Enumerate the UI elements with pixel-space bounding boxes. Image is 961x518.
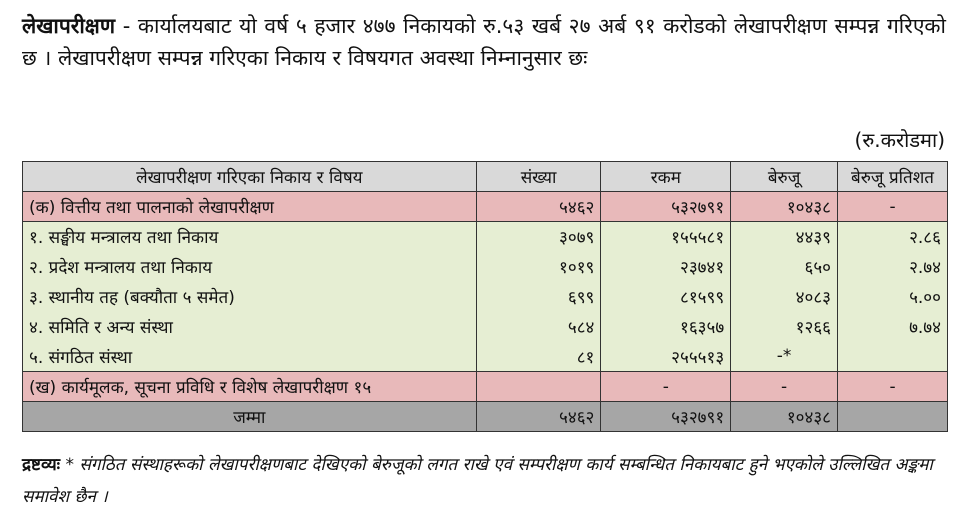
total-count: ५४६२ — [475, 401, 602, 432]
total-percent — [837, 401, 948, 432]
row-label: (ख) कार्यमूलक, सूचना प्रविधि र विशेष लेख… — [22, 371, 477, 402]
row-beruju: -* — [730, 341, 839, 372]
row-beruju: ४४३९ — [730, 221, 839, 252]
row-count: ८१ — [475, 341, 602, 372]
row-amount: २५५५१३ — [600, 341, 732, 372]
intro-paragraph: लेखापरीक्षण - कार्यालयबाट यो वर्ष ५ हजार… — [22, 10, 946, 74]
table-row: ३. स्थानीय तह (बक्यौता ५ समेत) ६९९ ८१५९९… — [22, 281, 948, 312]
row-count — [475, 371, 602, 402]
row-count: ५४६२ — [475, 191, 602, 222]
row-beruju: १२६६ — [730, 311, 839, 342]
row-percent: - — [837, 191, 948, 222]
total-amount: ५३२७९१ — [600, 401, 732, 432]
total-beruju: १०४३८ — [730, 401, 839, 432]
row-amount: ५३२७९१ — [600, 191, 732, 222]
header-amount: रकम — [600, 161, 732, 192]
row-percent: ७.७४ — [837, 311, 948, 342]
table-total-row: जम्मा ५४६२ ५३२७९१ १०४३८ — [22, 401, 948, 432]
row-amount: १५५५८१ — [600, 221, 732, 252]
row-label: १. सङ्घीय मन्त्रालय तथा निकाय — [22, 221, 477, 252]
row-label: ५. संगठित संस्था — [22, 341, 477, 372]
row-count: १०१९ — [475, 251, 602, 282]
unit-label: (रु.करोडमा) — [854, 128, 945, 152]
row-amount: - — [600, 371, 732, 402]
row-label: ३. स्थानीय तह (बक्यौता ५ समेत) — [22, 281, 477, 312]
audit-table: लेखापरीक्षण गरिएका निकाय र विषय संख्या र… — [22, 161, 948, 432]
footnote-text: * संगठित संस्थाहरूको लेखापरीक्षणबाट देखि… — [22, 455, 933, 507]
row-beruju: ६५० — [730, 251, 839, 282]
row-percent: - — [837, 371, 948, 402]
header-beruju: बेरुजू — [730, 161, 839, 192]
row-amount: ८१५९९ — [600, 281, 732, 312]
row-percent: ५.०० — [837, 281, 948, 312]
table-header-row: लेखापरीक्षण गरिएका निकाय र विषय संख्या र… — [22, 161, 948, 192]
row-beruju: १०४३८ — [730, 191, 839, 222]
row-beruju: - — [730, 371, 839, 402]
row-count: ५८४ — [475, 311, 602, 342]
row-amount: १६३५७ — [600, 311, 732, 342]
row-percent — [837, 341, 948, 372]
row-label: (क) वित्तीय तथा पालनाको लेखापरीक्षण — [22, 191, 477, 222]
footnote: द्रष्टव्यः * संगठित संस्थाहरूको लेखापरीक… — [22, 449, 952, 513]
table-row: ४. समिति र अन्य संस्था ५८४ १६३५७ १२६६ ७.… — [22, 311, 948, 342]
row-count: ६९९ — [475, 281, 602, 312]
total-label: जम्मा — [22, 401, 477, 432]
row-beruju: ४०८३ — [730, 281, 839, 312]
table-row: १. सङ्घीय मन्त्रालय तथा निकाय ३०७९ १५५५८… — [22, 221, 948, 252]
row-label: ४. समिति र अन्य संस्था — [22, 311, 477, 342]
row-count: ३०७९ — [475, 221, 602, 252]
paragraph-lead: लेखापरीक्षण — [22, 14, 116, 38]
paragraph-text: - कार्यालयबाट यो वर्ष ५ हजार ४७७ निकायको… — [22, 14, 946, 70]
row-percent: २.७४ — [837, 251, 948, 282]
footnote-label: द्रष्टव्यः — [22, 455, 61, 475]
header-count: संख्या — [475, 161, 602, 192]
table-row: २. प्रदेश मन्त्रालय तथा निकाय १०१९ २३७४१… — [22, 251, 948, 282]
row-label: २. प्रदेश मन्त्रालय तथा निकाय — [22, 251, 477, 282]
row-amount: २३७४१ — [600, 251, 732, 282]
header-percent: बेरुजू प्रतिशत — [837, 161, 948, 192]
table-row: (ख) कार्यमूलक, सूचना प्रविधि र विशेष लेख… — [22, 371, 948, 402]
table-row: (क) वित्तीय तथा पालनाको लेखापरीक्षण ५४६२… — [22, 191, 948, 222]
row-percent: २.८६ — [837, 221, 948, 252]
table-row: ५. संगठित संस्था ८१ २५५५१३ -* — [22, 341, 948, 372]
header-subject: लेखापरीक्षण गरिएका निकाय र विषय — [22, 161, 477, 192]
